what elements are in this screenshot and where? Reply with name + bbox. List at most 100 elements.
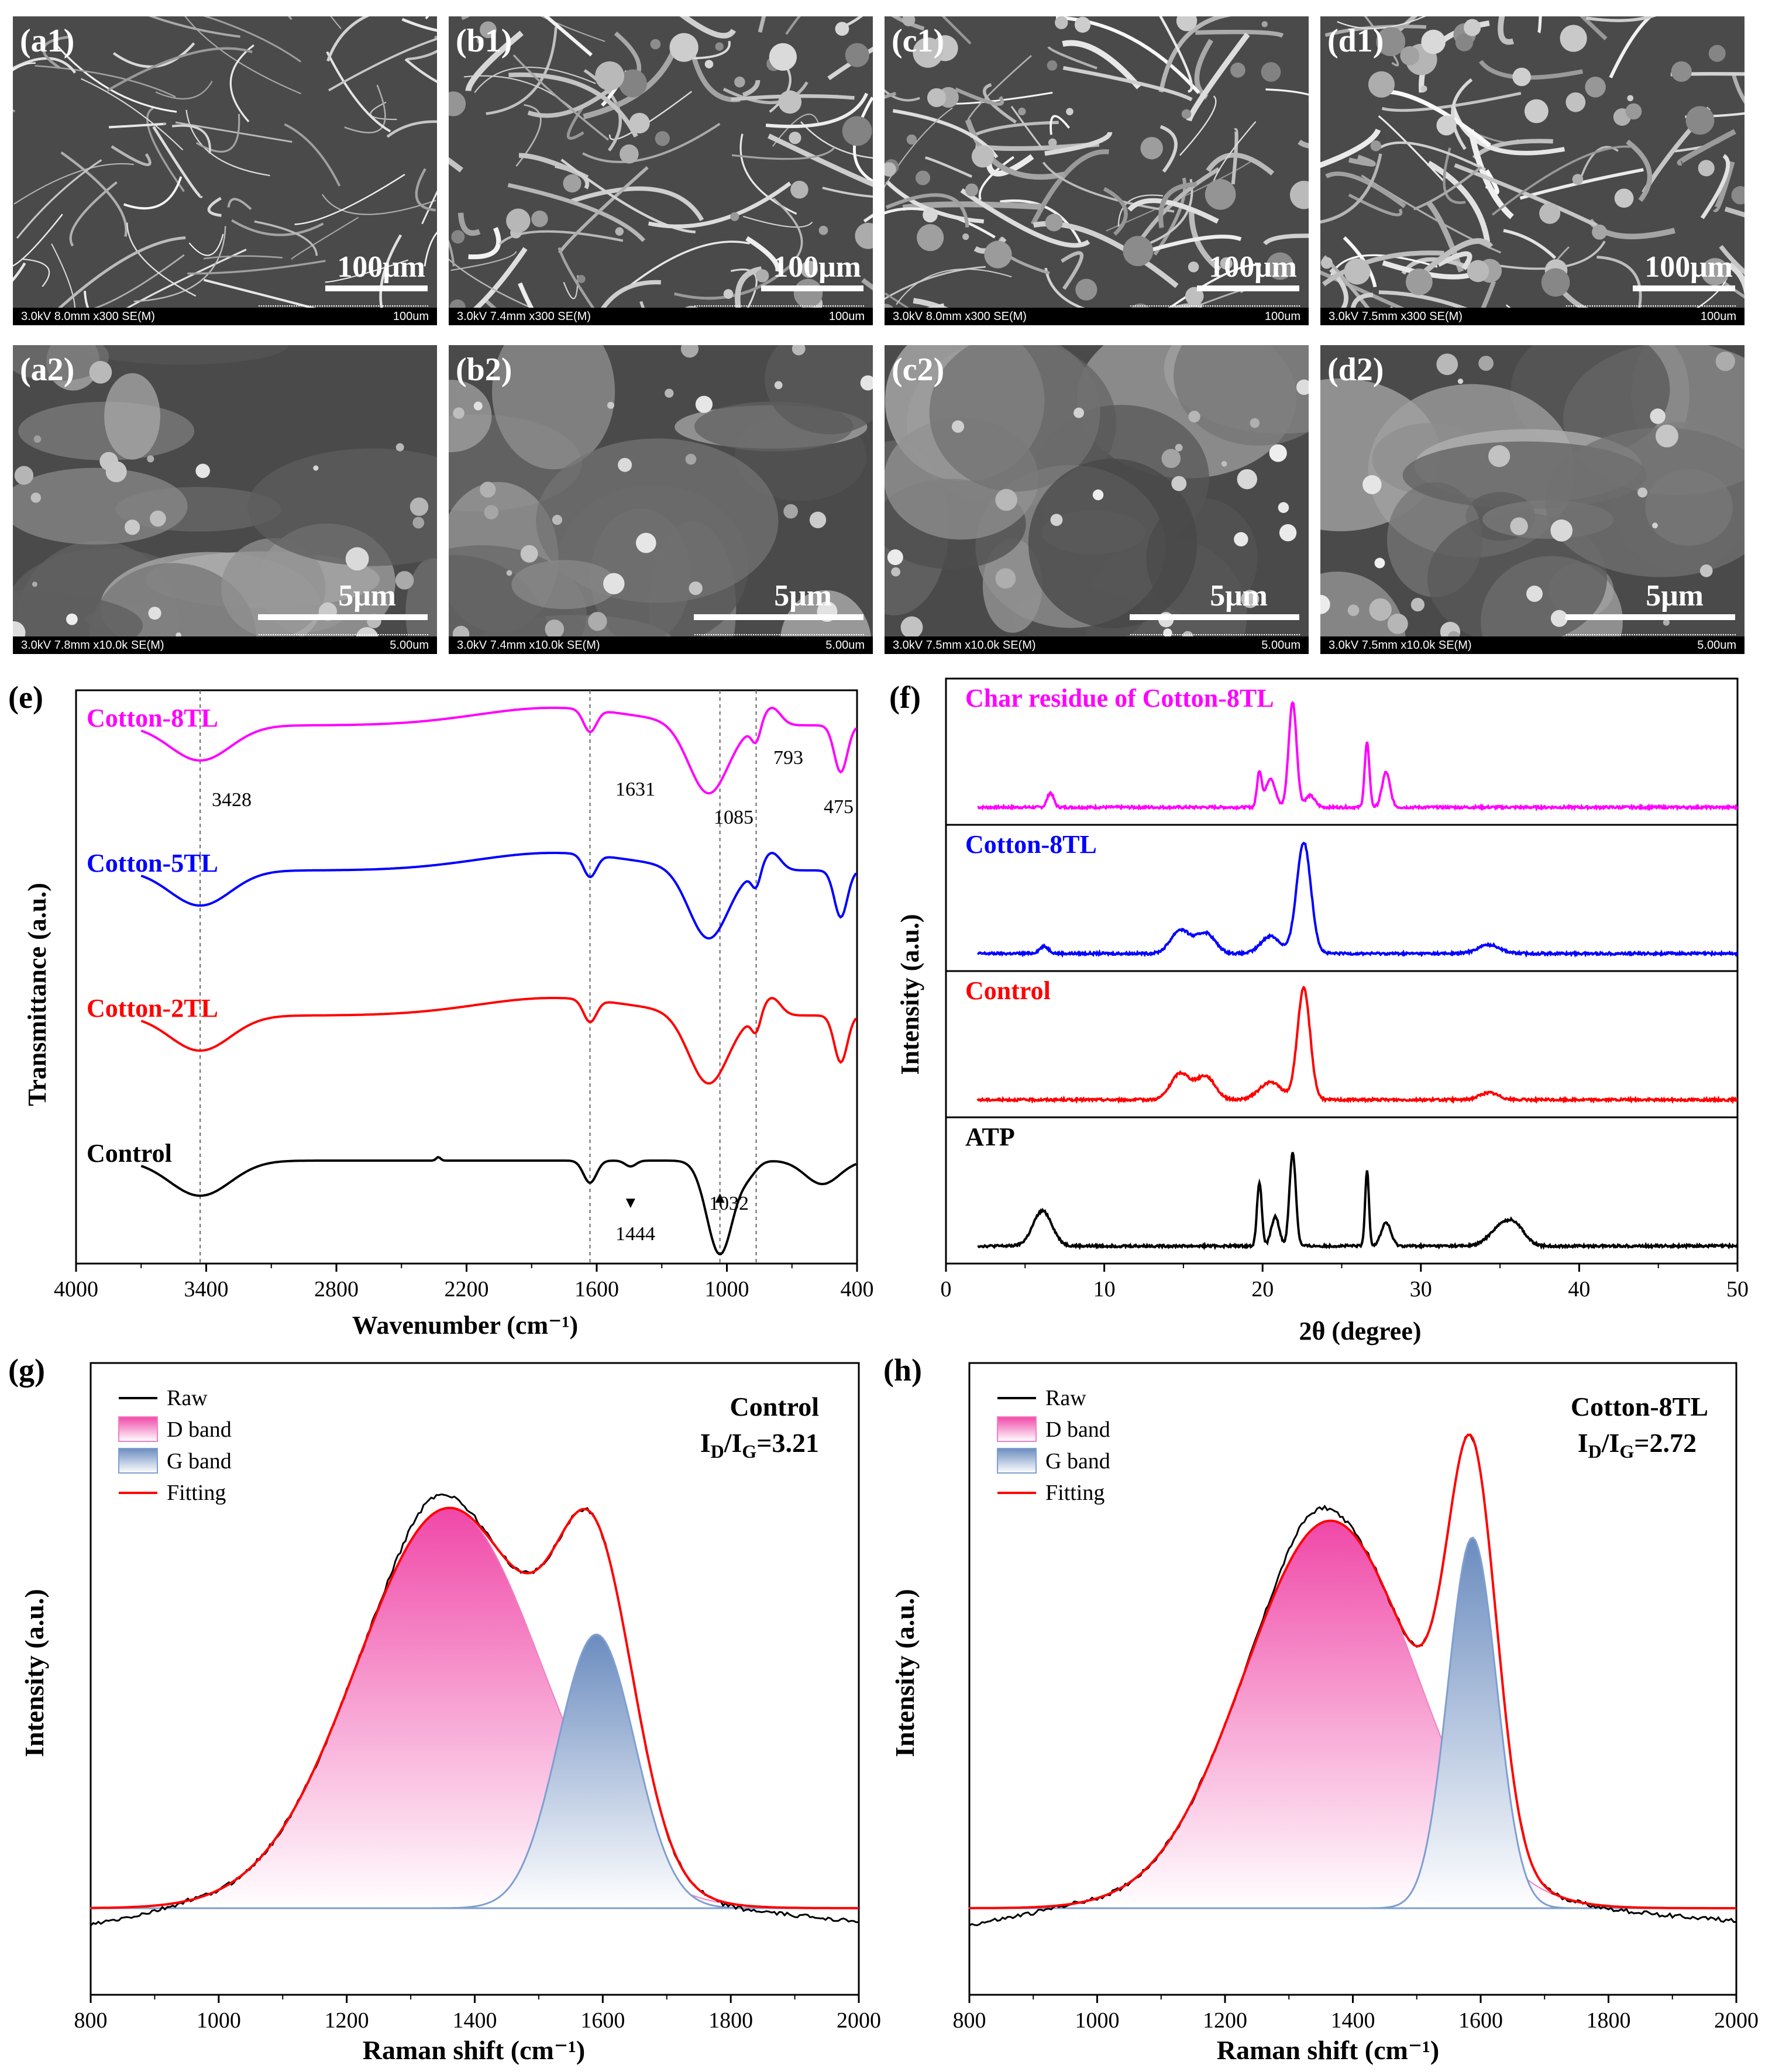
xrd-series-line — [977, 1152, 1739, 1251]
legend-label: D band — [1045, 1417, 1110, 1442]
sem-info-bar: 3.0kV 7.4mm x10.0k SE(M) 5.00um — [449, 636, 873, 654]
x-tick-label: 0 — [941, 1277, 952, 1302]
panel-label-g: (g) — [8, 1352, 45, 1388]
sem-micrograph — [1320, 16, 1745, 325]
sem-info-left: 3.0kV 7.4mm x10.0k SE(M) — [457, 639, 600, 652]
raman-chart-cotton-8tl: (h) 800 1000 1200 1400 1600 1800 2000 Raw D ban… — [883, 1352, 1759, 2065]
legend-swatch — [118, 1416, 158, 1442]
annotation-475: 475 — [824, 796, 854, 818]
series-label-char-residue: Char residue of Cotton-8TL — [965, 684, 1274, 713]
series-label-cotton-8tl: Cotton-8TL — [87, 704, 218, 732]
scale-bar-label: 5μm — [1210, 579, 1268, 612]
sem-image-panel: (b2) 5μm 3.0kV 7.4mm x10.0k SE(M) 5.00um — [449, 345, 873, 654]
raman-chart-control: (g) 800 1000 1200 1400 1600 1800 2000 Raw D ban… — [8, 1352, 881, 2065]
sem-panel-label: (a2) — [20, 352, 75, 388]
x-tick-label: 3400 — [184, 1277, 229, 1302]
scale-bar — [1633, 285, 1735, 291]
scale-bar — [761, 285, 863, 291]
sem-info-right: 100um — [828, 310, 865, 323]
sem-info-left: 3.0kV 8.0mm x300 SE(M) — [893, 310, 1027, 323]
scale-bar-label: 100μm — [1209, 250, 1297, 284]
annotation-1032: 1032 — [709, 1193, 749, 1214]
sem-info-right: 100um — [1700, 310, 1736, 323]
x-tick-label: 30 — [1410, 1277, 1432, 1302]
sem-micrograph — [885, 345, 1309, 654]
sem-info-bar: 3.0kV 7.5mm x300 SE(M) 100um — [1320, 308, 1745, 325]
sem-panel-label: (b1) — [456, 23, 512, 59]
x-tick-label: 2000 — [837, 2008, 881, 2033]
arrow-1444 — [625, 1199, 635, 1208]
panel-label-f: (f) — [889, 680, 921, 715]
sem-panel-label: (d1) — [1327, 23, 1384, 59]
x-axis-label-g: Raman shift (cm⁻¹) — [363, 2035, 585, 2065]
x-tick-label: 1800 — [708, 2008, 753, 2033]
annotation-3428: 3428 — [212, 789, 252, 811]
sem-panel-label: (c1) — [892, 23, 945, 59]
y-axis-label-e: Transmittance (a.u.) — [23, 883, 51, 1106]
scale-bar — [1565, 614, 1735, 620]
x-tick-label: 800 — [953, 2008, 986, 2033]
x-tick-label: 40 — [1568, 1277, 1590, 1302]
scale-bar — [325, 285, 428, 291]
legend-label: Fitting — [1045, 1481, 1105, 1505]
y-axis-label-h: Intensity (a.u.) — [890, 1589, 920, 1757]
series-label-atp: ATP — [965, 1123, 1015, 1151]
fitting-line — [969, 1433, 1736, 1909]
scale-bar-label: 100μm — [1644, 250, 1733, 284]
legend-swatch — [118, 1448, 158, 1474]
series-label-cotton-8tl-xrd: Cotton-8TL — [965, 830, 1097, 859]
x-tick-label: 1200 — [1203, 2008, 1247, 2033]
arrow-1032 — [715, 1193, 725, 1203]
sem-ruler-ticks — [694, 634, 864, 640]
series-label-cotton-2tl: Cotton-2TL — [87, 994, 218, 1023]
series-label-cotton-5tl: Cotton-5TL — [87, 849, 218, 877]
sem-ruler-ticks — [1566, 634, 1736, 640]
x-axis-label-f: 2θ (degree) — [1299, 1317, 1421, 1345]
x-tick-label: 1000 — [705, 1277, 749, 1302]
sem-info-left: 3.0kV 7.8mm x10.0k SE(M) — [21, 639, 164, 652]
sem-info-bar: 3.0kV 8.0mm x300 SE(M) 100um — [885, 308, 1309, 325]
xrd-series-line — [976, 985, 1738, 1104]
sem-micrograph — [449, 16, 873, 325]
x-tick-label: 400 — [841, 1277, 874, 1302]
scale-bar-label: 5μm — [1646, 579, 1704, 612]
sem-ruler-ticks — [259, 634, 428, 640]
sem-image-panel: (d1) 100μm 3.0kV 7.5mm x300 SE(M) 100um — [1320, 16, 1745, 325]
xrd-series-line — [977, 701, 1739, 812]
x-tick-label: 1800 — [1587, 2008, 1631, 2033]
legend-label: G band — [167, 1449, 232, 1474]
ratio-label-h: ID/IG=2.72 — [1578, 1428, 1697, 1462]
d-band-area — [969, 1520, 1736, 1909]
sem-panel-label: (d2) — [1327, 352, 1384, 388]
sem-micrograph — [13, 345, 437, 654]
scale-bar — [1130, 614, 1299, 620]
sem-panel-label: (a1) — [20, 23, 75, 59]
x-tick-label: 50 — [1726, 1277, 1749, 1302]
xrd-series-line — [976, 841, 1738, 958]
sem-info-bar: 3.0kV 7.8mm x10.0k SE(M) 5.00um — [13, 636, 437, 654]
legend-label: Raw — [167, 1386, 208, 1410]
series-label-control: Control — [87, 1139, 172, 1168]
chart-title-g: Control — [730, 1392, 820, 1422]
sem-ruler-ticks — [694, 305, 864, 311]
ftir-series-line — [140, 852, 858, 940]
x-tick-label: 2000 — [1714, 2008, 1759, 2033]
annotation-1631: 1631 — [615, 779, 655, 800]
x-tick-label: 2200 — [445, 1277, 489, 1302]
sem-info-right: 5.00um — [825, 639, 865, 652]
sem-info-left: 3.0kV 7.5mm x300 SE(M) — [1329, 310, 1463, 323]
x-axis-label-e: Wavenumber (cm⁻¹) — [352, 1311, 578, 1340]
legend-label: Fitting — [167, 1481, 226, 1505]
sem-info-left: 3.0kV 7.4mm x300 SE(M) — [457, 310, 591, 323]
x-tick-label: 1000 — [197, 2008, 241, 2033]
sem-info-left: 3.0kV 8.0mm x300 SE(M) — [21, 310, 155, 323]
annotation-793: 793 — [773, 747, 803, 769]
sem-image-panel: (a2) 5μm 3.0kV 7.8mm x10.0k SE(M) 5.00um — [13, 345, 437, 654]
x-tick-label: 1400 — [1331, 2008, 1375, 2033]
scale-bar-label: 100μm — [773, 250, 861, 284]
x-tick-label: 10 — [1093, 1277, 1116, 1302]
sem-image-panel: (b1) 100μm 3.0kV 7.4mm x300 SE(M) 100um — [449, 16, 873, 325]
ftir-frame — [75, 689, 858, 1265]
raw-spectrum-line — [969, 1434, 1737, 1926]
sem-image-panel: (a1) 100μm 3.0kV 8.0mm x300 SE(M) 100um — [13, 16, 437, 325]
